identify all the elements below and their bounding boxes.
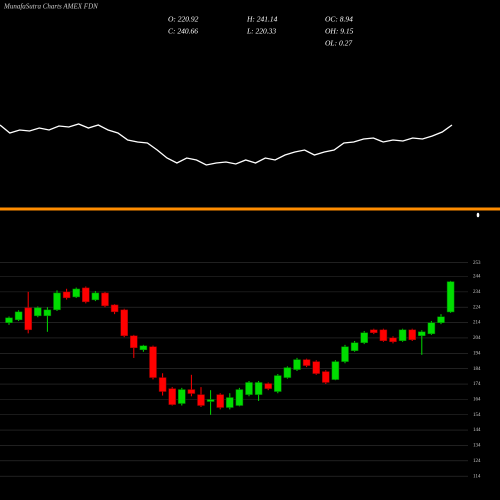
candle-body xyxy=(187,389,196,394)
candle-body xyxy=(5,317,13,323)
stat: OH: 9.15 xyxy=(325,27,354,36)
stat: OL: 0.27 xyxy=(325,39,352,48)
candle-body xyxy=(293,359,301,370)
y-tick-label: 234 xyxy=(473,290,481,295)
candle-body xyxy=(418,331,426,337)
candle-body xyxy=(149,346,157,378)
candle-body xyxy=(14,311,23,321)
candle-body xyxy=(82,287,90,303)
candle-body xyxy=(62,291,71,299)
y-tick-label: 124 xyxy=(473,459,481,464)
candle-body xyxy=(398,329,407,341)
candle-body xyxy=(312,361,320,374)
candle-body xyxy=(264,383,272,389)
indicator-line xyxy=(0,123,453,166)
stat: C: 240.66 xyxy=(168,27,198,36)
candle-body xyxy=(235,389,244,406)
y-tick-label: 194 xyxy=(473,351,481,356)
candle-body xyxy=(350,342,359,351)
y-tick-label: 134 xyxy=(473,444,481,449)
marker xyxy=(476,212,480,218)
candle-body xyxy=(226,397,234,408)
candle-body xyxy=(274,375,282,392)
chart-title: MunafaSutra Charts AMEX FDN xyxy=(3,3,98,11)
candle-body xyxy=(322,371,330,383)
candle-body xyxy=(437,316,445,323)
candle-body xyxy=(24,307,32,331)
candle-body xyxy=(206,399,215,402)
candle-body xyxy=(130,335,138,349)
y-tick-label: 244 xyxy=(473,275,481,280)
candle-body xyxy=(427,322,436,335)
candle-body xyxy=(110,304,119,313)
candle-body xyxy=(139,345,148,351)
candle-body xyxy=(389,337,397,343)
candle-body xyxy=(43,309,52,317)
y-tick-label: 204 xyxy=(473,336,481,341)
candle-body xyxy=(302,359,311,366)
candle-body xyxy=(341,346,349,362)
stat: H: 241.14 xyxy=(246,15,278,24)
stat: OC: 8.94 xyxy=(325,15,353,24)
y-tick-label: 144 xyxy=(473,428,481,433)
candle-body xyxy=(254,382,263,395)
candle-body xyxy=(331,361,340,380)
candle-body xyxy=(158,377,167,392)
candle-body xyxy=(370,329,378,333)
candle-body xyxy=(360,332,368,343)
y-tick-label: 214 xyxy=(473,321,481,326)
candle-body xyxy=(379,329,388,341)
candle-body xyxy=(53,292,61,311)
y-tick-label: 224 xyxy=(473,305,481,310)
candle-body xyxy=(168,388,176,405)
y-tick-label: 174 xyxy=(473,382,481,387)
y-tick-label: 164 xyxy=(473,398,481,403)
y-tick-label: 114 xyxy=(473,474,481,479)
candle-body xyxy=(178,389,186,404)
y-tick-label: 184 xyxy=(473,367,481,372)
candle-body xyxy=(283,367,292,378)
candle-body xyxy=(91,292,100,301)
candle-body xyxy=(101,292,109,307)
candle-body xyxy=(120,309,128,337)
candle-body xyxy=(245,382,253,395)
candle-body xyxy=(197,394,205,406)
stat: L: 220.33 xyxy=(246,27,276,36)
candle-body xyxy=(216,394,224,408)
candle-body xyxy=(446,281,455,313)
stat: O: 220.92 xyxy=(168,15,199,24)
candle-body xyxy=(72,288,80,298)
candle-body xyxy=(34,307,42,317)
y-tick-label: 154 xyxy=(473,413,481,418)
y-tick-label: 253 xyxy=(473,261,481,266)
divider xyxy=(0,207,500,211)
candle-body xyxy=(408,329,416,341)
